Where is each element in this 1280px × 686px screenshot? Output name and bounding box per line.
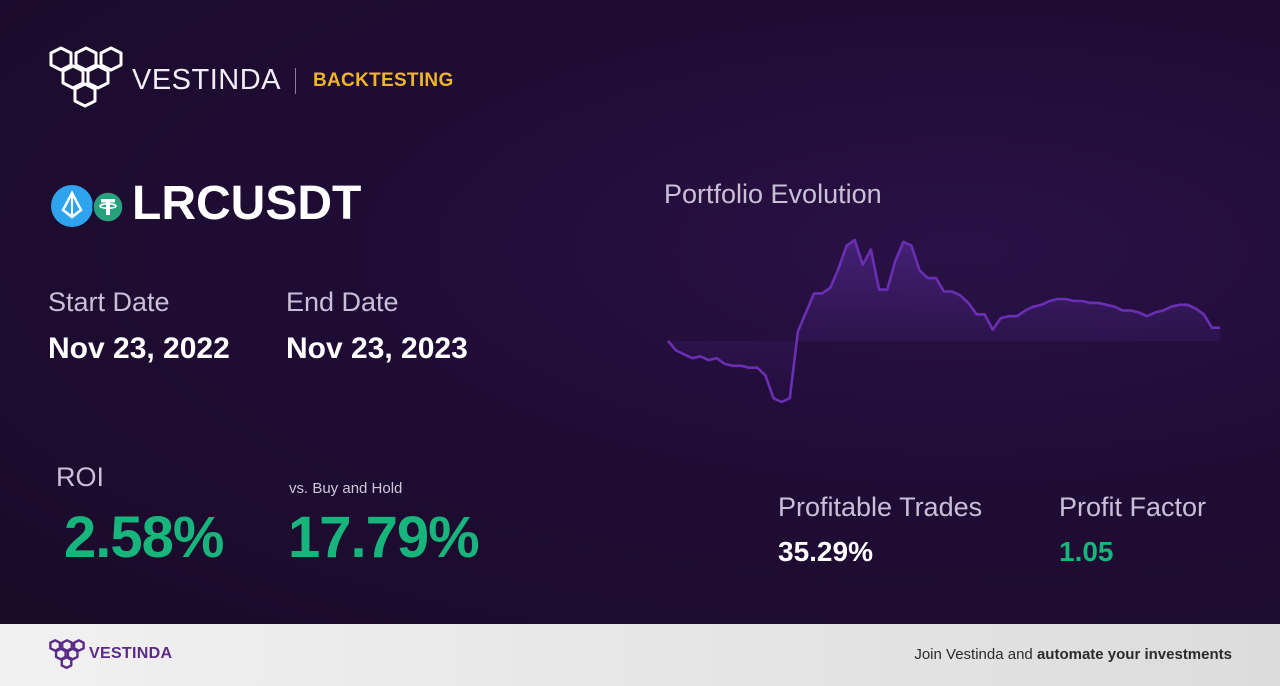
end-date-label: End Date bbox=[286, 287, 399, 317]
loopring-icon bbox=[51, 185, 93, 227]
chart-area bbox=[668, 240, 1220, 402]
start-date-label: Start Date bbox=[48, 287, 170, 317]
roi-value: 2.58% bbox=[64, 505, 224, 570]
footer-cta-bold: automate your investments bbox=[1036, 646, 1232, 663]
pair-symbol: LRCUSDT bbox=[132, 177, 362, 230]
footer-cta[interactable]: Join Vestinda and automate your investme… bbox=[914, 646, 1232, 663]
portfolio-evolution-chart bbox=[667, 238, 1220, 404]
profitable-trades-value: 35.29% bbox=[778, 536, 873, 567]
brand-divider bbox=[295, 68, 296, 94]
vestinda-footer-logo-icon bbox=[49, 639, 85, 670]
footer-brand: VESTINDA bbox=[89, 645, 173, 662]
roi-label: ROI bbox=[56, 462, 105, 492]
profit-factor-label: Profit Factor bbox=[1059, 492, 1207, 522]
profitable-trades-label: Profitable Trades bbox=[778, 492, 983, 522]
start-date-value: Nov 23, 2022 bbox=[48, 332, 230, 365]
backtesting-tag: BACKTESTING bbox=[313, 70, 454, 91]
vestinda-logo-icon bbox=[49, 46, 123, 108]
brand-name: VESTINDA bbox=[132, 64, 282, 96]
chart-line bbox=[667, 238, 1220, 404]
footer-bar: VESTINDA Join Vestinda and automate your… bbox=[0, 624, 1280, 686]
profit-factor-value: 1.05 bbox=[1059, 536, 1114, 567]
vs-buy-hold-value: 17.79% bbox=[288, 505, 480, 570]
vs-buy-hold-label: vs. Buy and Hold bbox=[289, 480, 403, 497]
footer-cta-prefix: Join Vestinda and bbox=[914, 646, 1037, 663]
end-date-value: Nov 23, 2023 bbox=[286, 332, 468, 365]
backtest-card: VESTINDA BACKTESTING LRCUSDT Start Date … bbox=[0, 0, 1280, 624]
chart-title: Portfolio Evolution bbox=[664, 179, 882, 209]
tether-icon bbox=[92, 191, 124, 223]
